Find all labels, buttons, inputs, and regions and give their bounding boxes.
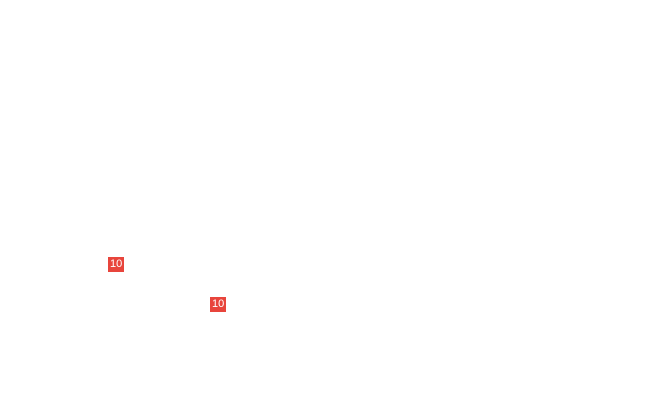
count-badge: 10 xyxy=(108,257,125,272)
count-badge: 10 xyxy=(210,297,227,312)
